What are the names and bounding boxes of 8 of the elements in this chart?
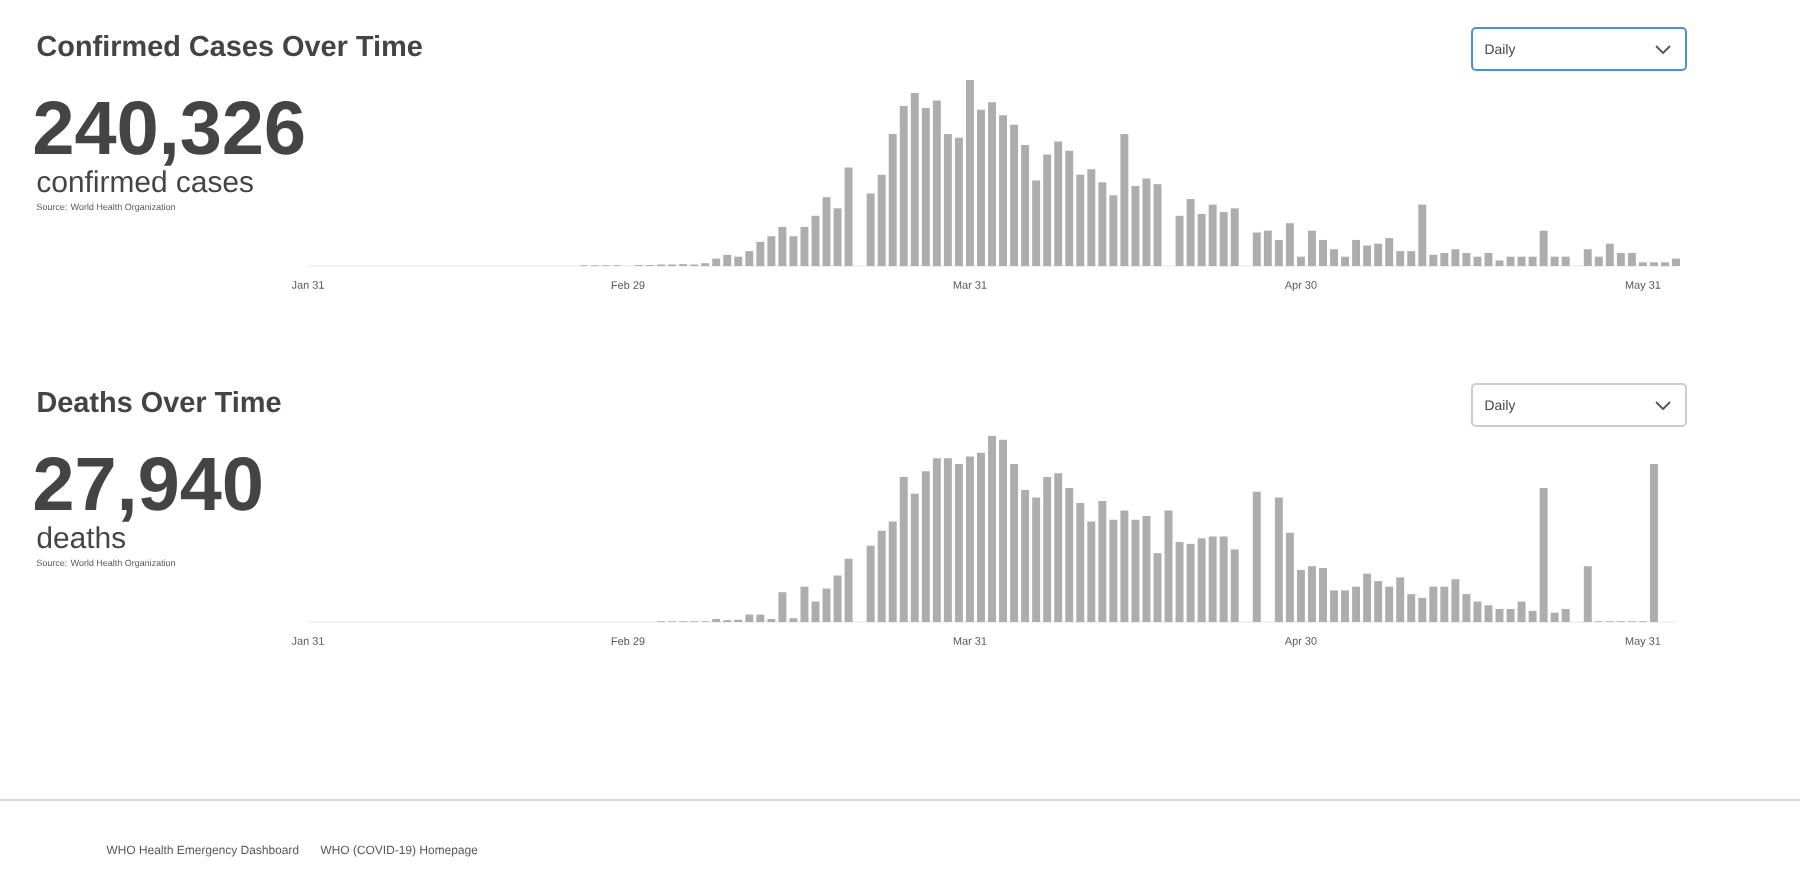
text: 27,940 [35, 457, 261, 522]
chart-title: Confirmed Cases Over Time [37, 35, 422, 57]
text: 240,326 [35, 101, 304, 166]
bar [1252, 491, 1261, 622]
bar [1495, 260, 1504, 266]
chart-title: Deaths Over Time [38, 391, 281, 413]
text: confirmed cases [37, 170, 253, 193]
text: deaths [37, 526, 126, 549]
